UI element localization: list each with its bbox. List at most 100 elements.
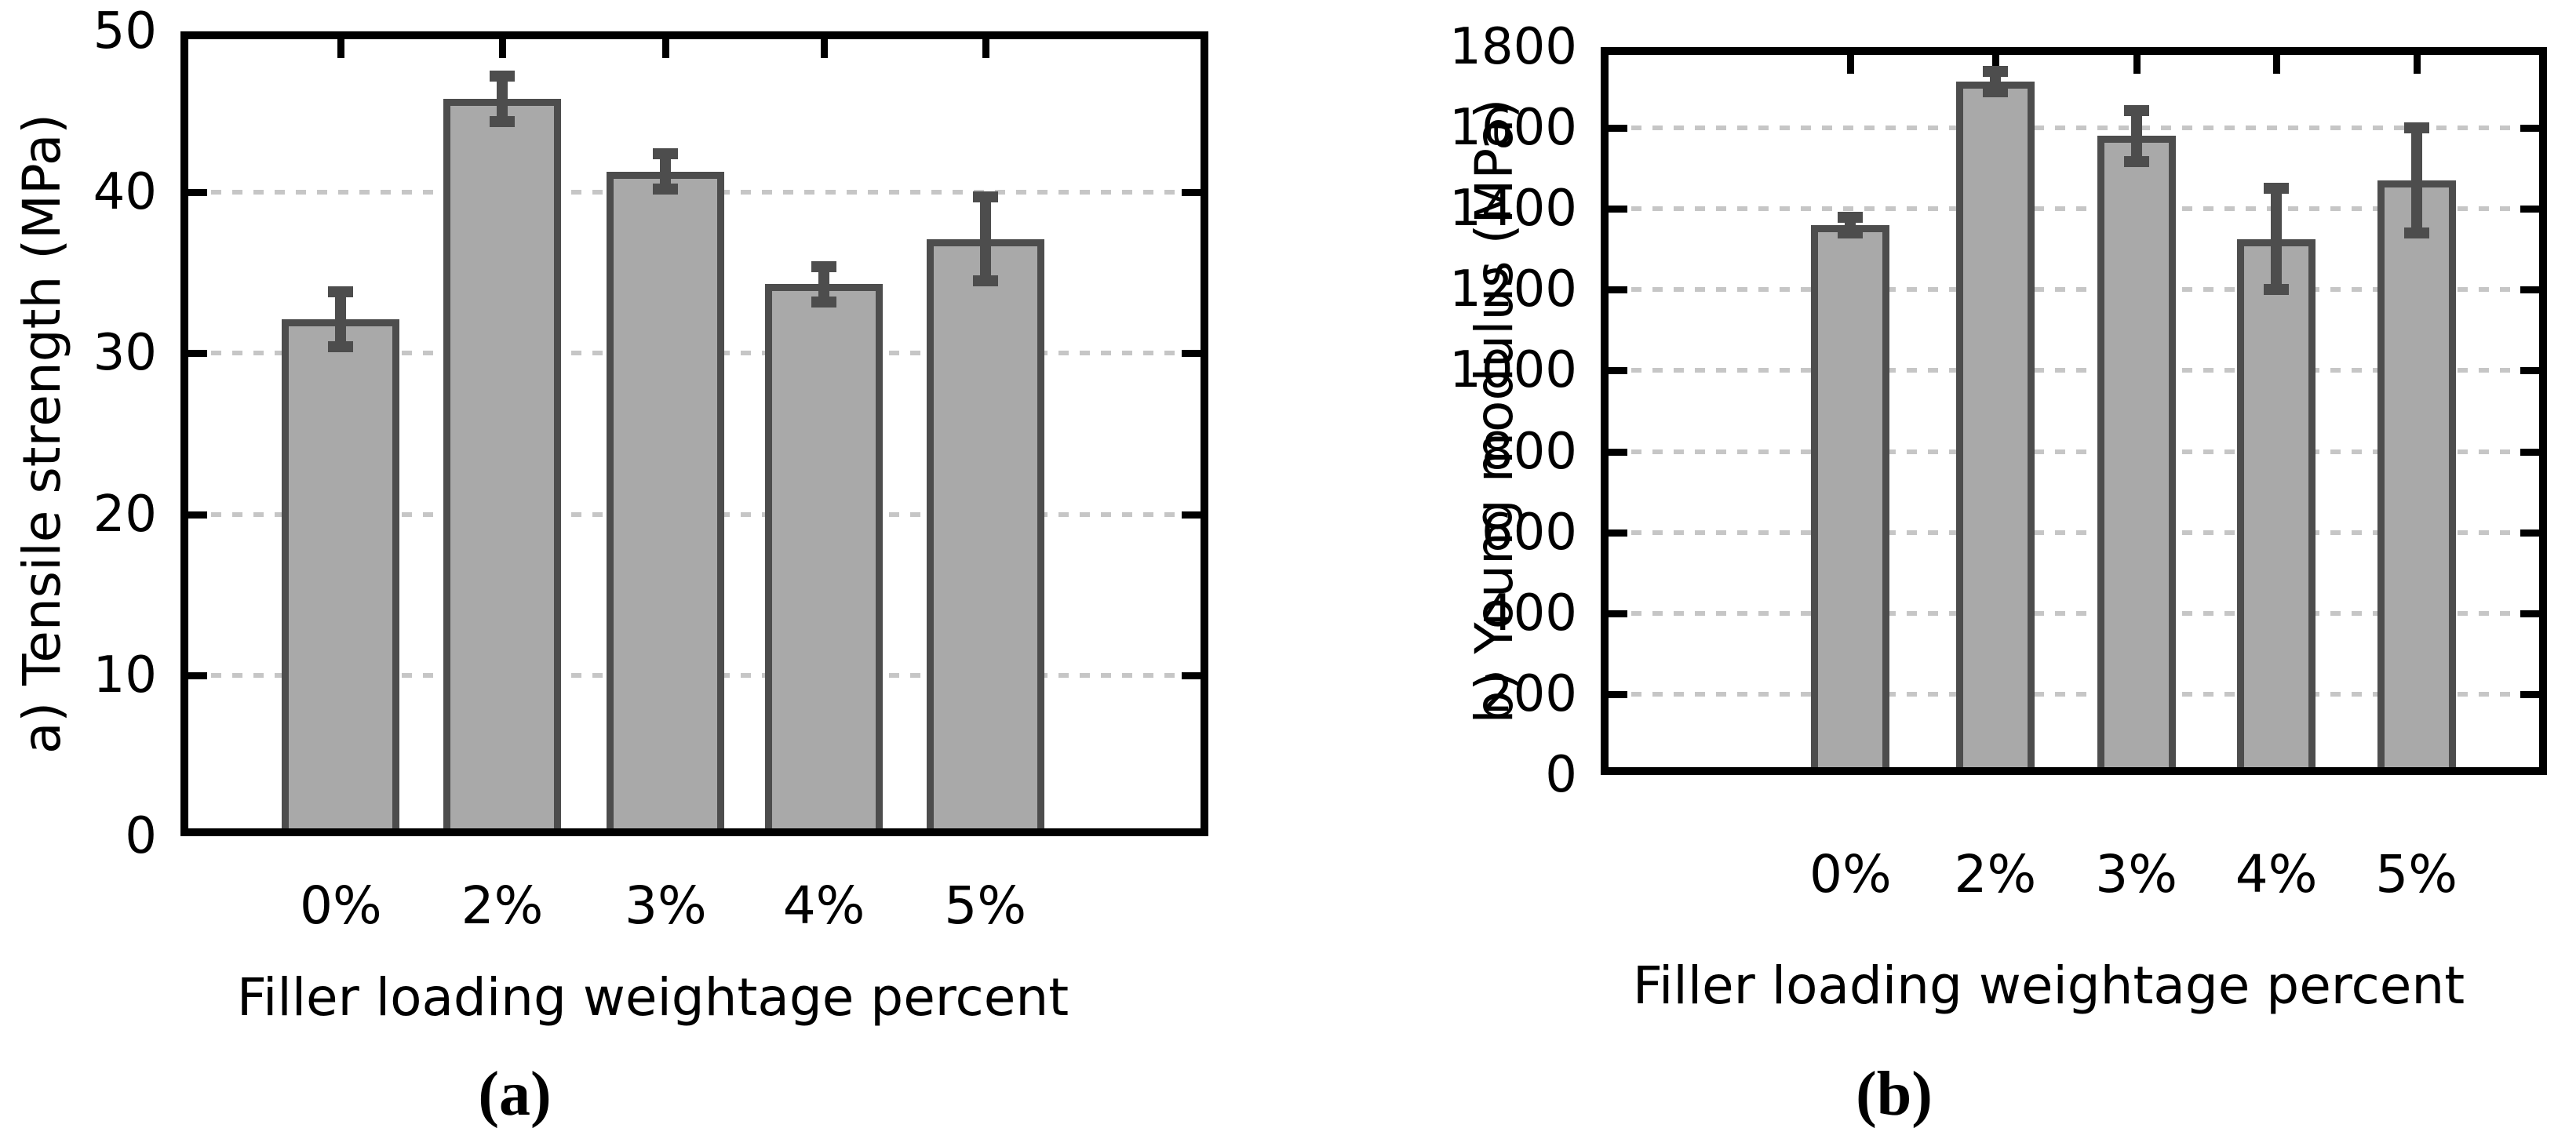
y-tick-right — [1182, 350, 1201, 358]
error-bar-cap-bottom-5% — [972, 275, 998, 287]
y-tick-right — [1182, 671, 1201, 679]
y-tick-right — [2520, 690, 2539, 698]
gridline — [1610, 206, 2538, 212]
y-tick-label-1200: 1200 — [1449, 260, 1577, 319]
error-bar-cap-top-5% — [972, 191, 998, 203]
error-bar-cap-bottom-2% — [490, 115, 516, 127]
x-tick-top — [821, 39, 829, 58]
x-tick-label-5%: 5% — [944, 875, 1027, 936]
x-tick-label-4%: 4% — [2235, 844, 2318, 904]
y-tick-label-1800: 1800 — [1449, 18, 1577, 76]
y-tick-label-0: 0 — [125, 807, 157, 865]
error-bar-cap-bottom-4% — [811, 296, 837, 307]
error-bar-line-0% — [335, 292, 347, 348]
error-bar-cap-bottom-2% — [1982, 86, 2008, 97]
error-bar-cap-top-4% — [811, 260, 837, 272]
error-bar-cap-bottom-0% — [1838, 227, 1864, 239]
error-bar-cap-top-4% — [2264, 183, 2290, 195]
x-tick-label-0%: 0% — [300, 875, 382, 936]
error-bar-line-3% — [660, 153, 672, 190]
error-bar-line-4% — [818, 266, 830, 302]
x-tick-top — [662, 39, 670, 58]
bar-4% — [2237, 238, 2316, 775]
y-tick-right — [2520, 125, 2539, 133]
error-bar-cap-top-0% — [328, 286, 354, 298]
y-tick-right — [1182, 189, 1201, 197]
y-tick-label-800: 800 — [1481, 422, 1577, 481]
x-tick-label-3%: 3% — [624, 875, 707, 936]
gridline — [1610, 449, 2538, 454]
error-bar-line-3% — [2130, 110, 2142, 162]
error-bar-cap-bottom-5% — [2403, 227, 2429, 239]
x-tick-top — [499, 39, 507, 58]
y-tick-left — [188, 350, 207, 358]
gridline — [1610, 287, 2538, 293]
y-tick-left — [1609, 367, 1627, 375]
x-tick-label-2%: 2% — [1954, 844, 2037, 904]
x-tick-top — [982, 39, 989, 58]
x-tick-label-4%: 4% — [782, 875, 865, 936]
y-tick-right — [2520, 448, 2539, 456]
y-tick-right — [2520, 367, 2539, 375]
y-tick-label-200: 200 — [1481, 664, 1577, 723]
y-tick-left — [1609, 448, 1627, 456]
x-tick-label-0%: 0% — [1809, 844, 1892, 904]
error-bar-line-5% — [979, 197, 991, 282]
subfigure-caption-b: (b) — [1856, 1060, 1933, 1129]
bar-0% — [282, 319, 400, 836]
x-axis-label: Filler loading weightage percent — [236, 967, 1069, 1028]
gridline — [1610, 691, 2538, 697]
y-tick-left — [188, 671, 207, 679]
y-tick-right — [2520, 610, 2539, 617]
y-tick-label-400: 400 — [1481, 584, 1577, 642]
error-bar-line-2% — [497, 76, 508, 122]
gridline — [1610, 610, 2538, 616]
x-tick-top — [2413, 55, 2421, 74]
error-bar-cap-top-3% — [653, 147, 679, 159]
x-tick-label-3%: 3% — [2095, 844, 2177, 904]
y-tick-left — [1609, 125, 1627, 133]
error-bar-cap-top-2% — [490, 71, 516, 82]
y-tick-label-10: 10 — [93, 646, 157, 704]
x-tick-top — [1847, 55, 1855, 74]
gridline — [1610, 529, 2538, 535]
bar-4% — [765, 284, 884, 836]
y-tick-label-0: 0 — [1545, 746, 1577, 804]
error-bar-line-4% — [2271, 188, 2283, 290]
x-tick-top — [1991, 55, 1999, 74]
error-bar-cap-top-3% — [2123, 104, 2149, 116]
y-tick-label-20: 20 — [93, 485, 157, 544]
error-bar-cap-bottom-4% — [2264, 284, 2290, 296]
y-tick-left — [188, 511, 207, 519]
x-tick-label-2%: 2% — [461, 875, 544, 936]
y-tick-label-1400: 1400 — [1449, 180, 1577, 238]
y-tick-right — [1182, 511, 1201, 519]
x-tick-label-5%: 5% — [2375, 844, 2458, 904]
y-tick-label-1600: 1600 — [1449, 99, 1577, 158]
error-bar-cap-bottom-3% — [2123, 155, 2149, 167]
y-tick-left — [1609, 206, 1627, 213]
bar-2% — [1955, 81, 2035, 775]
y-tick-left — [1609, 286, 1627, 294]
x-tick-top — [2273, 55, 2281, 74]
error-bar-cap-bottom-3% — [653, 184, 679, 195]
y-tick-right — [2520, 206, 2539, 213]
y-tick-left — [1609, 690, 1627, 698]
bar-0% — [1811, 224, 1890, 775]
y-tick-label-1000: 1000 — [1449, 341, 1577, 400]
bar-3% — [607, 171, 725, 836]
error-bar-cap-top-2% — [1982, 65, 2008, 77]
error-bar-cap-top-0% — [1838, 211, 1864, 223]
error-bar-cap-top-5% — [2403, 122, 2429, 134]
y-tick-left — [1609, 610, 1627, 617]
x-tick-top — [2133, 55, 2141, 74]
gridline — [1610, 126, 2538, 131]
bar-3% — [2097, 136, 2176, 775]
error-bar-cap-bottom-0% — [328, 341, 354, 353]
bar-5% — [926, 238, 1044, 836]
y-tick-label-30: 30 — [93, 324, 157, 383]
